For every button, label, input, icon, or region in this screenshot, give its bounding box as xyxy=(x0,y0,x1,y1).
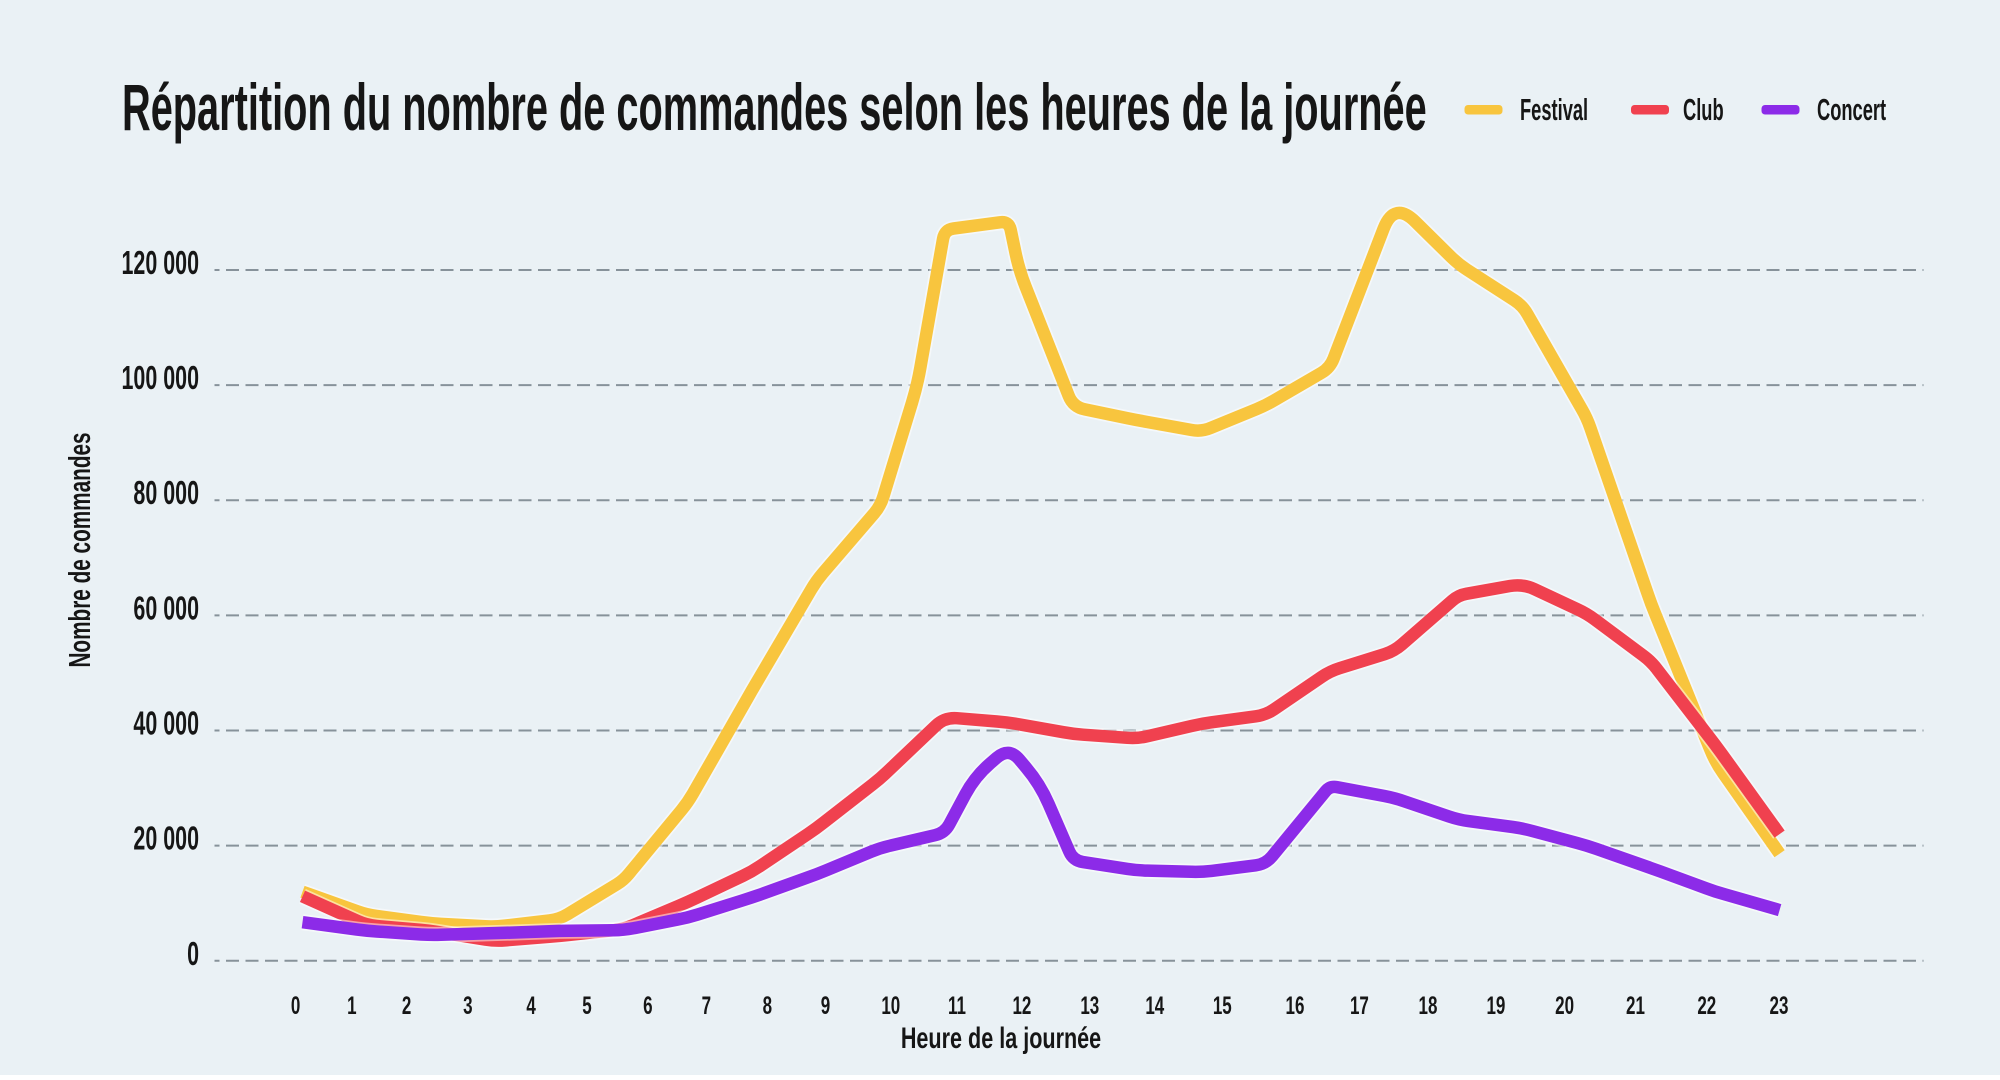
svg-text:20: 20 xyxy=(1555,992,1574,1020)
svg-text:23: 23 xyxy=(1770,992,1789,1020)
svg-text:Festival: Festival xyxy=(1520,93,1588,127)
svg-text:8: 8 xyxy=(763,992,773,1020)
svg-text:11: 11 xyxy=(948,992,966,1020)
svg-text:0: 0 xyxy=(187,935,199,972)
svg-text:4: 4 xyxy=(526,992,536,1020)
svg-text:10: 10 xyxy=(881,992,900,1020)
svg-text:14: 14 xyxy=(1145,992,1164,1020)
svg-text:16: 16 xyxy=(1286,992,1305,1020)
svg-text:Club: Club xyxy=(1683,93,1724,127)
svg-text:1: 1 xyxy=(347,992,357,1020)
svg-text:2: 2 xyxy=(402,992,412,1020)
svg-text:7: 7 xyxy=(702,992,711,1020)
svg-text:18: 18 xyxy=(1419,992,1438,1020)
svg-text:Heure de la journée: Heure de la journée xyxy=(901,1020,1101,1054)
svg-text:13: 13 xyxy=(1080,992,1099,1020)
svg-text:120 000: 120 000 xyxy=(121,244,199,281)
svg-text:0: 0 xyxy=(291,992,300,1020)
svg-text:21: 21 xyxy=(1626,992,1645,1020)
svg-text:9: 9 xyxy=(821,992,831,1020)
svg-text:19: 19 xyxy=(1486,992,1505,1020)
svg-text:40 000: 40 000 xyxy=(133,705,199,742)
svg-text:3: 3 xyxy=(463,992,473,1020)
svg-text:100 000: 100 000 xyxy=(121,359,199,396)
svg-text:22: 22 xyxy=(1697,992,1716,1020)
svg-text:80 000: 80 000 xyxy=(133,475,199,512)
svg-text:Nombre de commandes: Nombre de commandes xyxy=(62,432,97,667)
svg-text:6: 6 xyxy=(643,992,653,1020)
svg-text:60 000: 60 000 xyxy=(133,590,199,627)
svg-text:Concert: Concert xyxy=(1817,93,1887,127)
svg-text:17: 17 xyxy=(1350,992,1369,1020)
svg-text:Répartition du nombre de comma: Répartition du nombre de commandes selon… xyxy=(122,71,1427,145)
svg-text:20 000: 20 000 xyxy=(133,820,199,857)
svg-text:15: 15 xyxy=(1213,992,1232,1020)
svg-text:5: 5 xyxy=(582,992,592,1020)
svg-text:12: 12 xyxy=(1012,992,1031,1020)
